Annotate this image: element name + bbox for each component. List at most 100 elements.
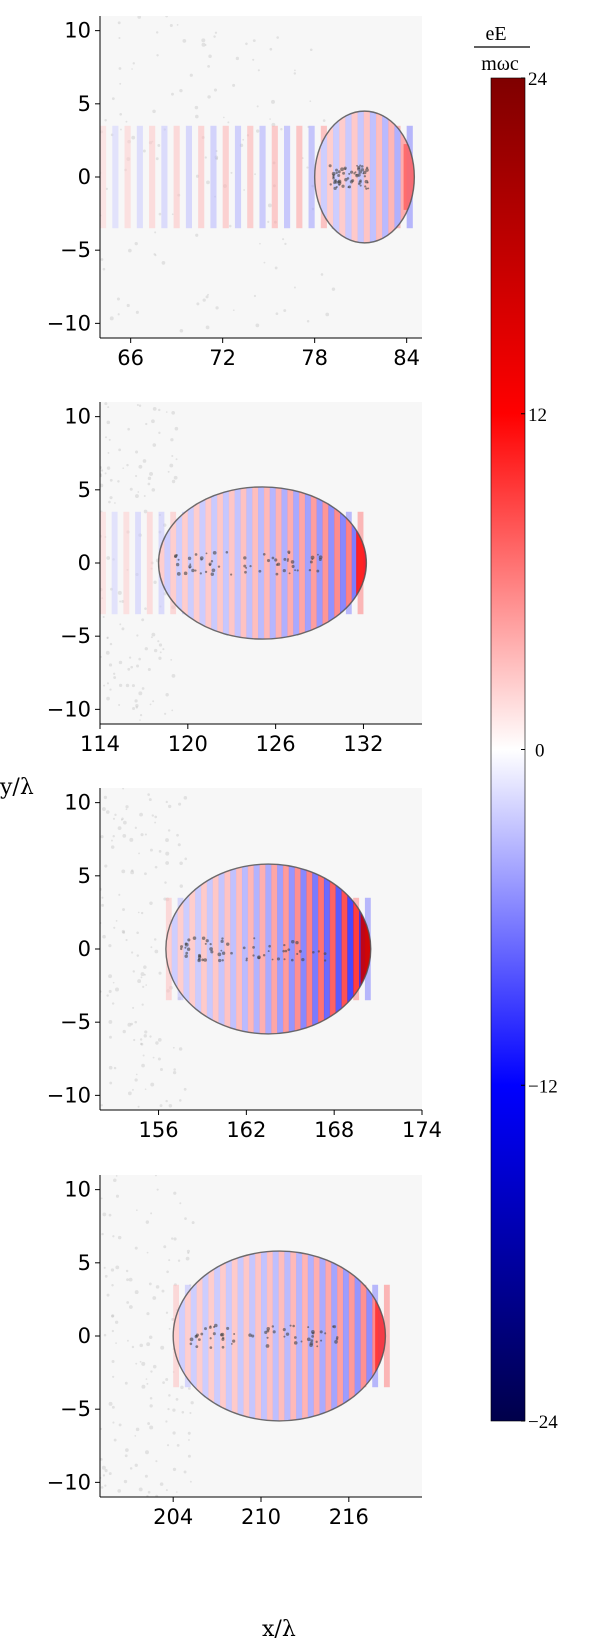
panel-2: 10 5 0 −5 −10 114 120 126 132 [47, 402, 422, 756]
noise-dot [176, 1444, 180, 1447]
noise-dot [170, 438, 174, 442]
noise-dot [146, 1312, 150, 1316]
noise-dot [100, 1197, 103, 1200]
field-stripe [269, 486, 276, 640]
noise-dot [114, 813, 117, 816]
noise-dot [119, 600, 122, 603]
noise-dot [106, 556, 111, 560]
noise-dot [165, 838, 169, 843]
noise-dot [136, 954, 140, 957]
noise-dot [125, 938, 128, 942]
beam-particle [189, 1337, 194, 1342]
noise-dot [156, 1188, 159, 1191]
noise-dot [189, 73, 193, 77]
beam-particle [356, 164, 358, 167]
noise-dot [102, 934, 106, 939]
noise-dot [179, 1202, 182, 1205]
noise-dot [162, 648, 165, 651]
noise-dot [167, 470, 170, 473]
field-stripe [278, 1251, 285, 1421]
beam-particle [209, 943, 212, 946]
beam-particle [328, 164, 332, 168]
beam-particle [197, 1338, 201, 1342]
beam-particle [324, 1332, 327, 1335]
noise-dot [165, 16, 168, 18]
noise-dot [172, 1046, 175, 1049]
noise-dot [158, 971, 162, 975]
noise-dot [207, 65, 210, 68]
field-stripe [231, 1251, 238, 1421]
noise-dot [171, 673, 176, 678]
field-stripe [306, 864, 313, 1034]
noise-dot [163, 897, 167, 901]
noise-dot [118, 704, 121, 707]
noise-dot [144, 647, 148, 651]
noise-dot [155, 31, 159, 34]
noise-dot [259, 242, 261, 245]
noise-dot [104, 402, 108, 406]
noise-dot [207, 95, 211, 99]
noise-dot [214, 31, 218, 34]
field-stripe [211, 486, 218, 640]
noise-dot [108, 1213, 112, 1217]
field-stripe [319, 1251, 326, 1421]
beam-particle [344, 178, 348, 182]
noise-dot [169, 463, 174, 468]
noise-dot [271, 122, 276, 127]
beam-particle [187, 938, 191, 942]
noise-dot [252, 39, 256, 43]
noise-dot [140, 976, 143, 979]
noise-dot [132, 62, 135, 65]
noise-dot [171, 411, 175, 415]
colorbar-label-numerator: eE [485, 23, 506, 45]
beam-particle [359, 164, 362, 167]
noise-dot [104, 1469, 108, 1473]
field-stripe [282, 864, 290, 1034]
noise-dot [142, 149, 146, 153]
field-stripe [328, 486, 335, 640]
noise-dot [113, 926, 116, 929]
noise-dot [213, 35, 216, 38]
noise-dot [132, 970, 135, 973]
noise-dot [118, 36, 121, 40]
field-stripe [284, 1251, 291, 1421]
noise-dot [107, 406, 110, 409]
beam-particle [233, 1333, 236, 1335]
noise-dot [140, 911, 144, 915]
field-stripe [318, 864, 325, 1034]
field-stripe [294, 864, 301, 1034]
noise-dot [141, 1063, 145, 1068]
noise-dot [276, 36, 279, 39]
noise-dot [306, 166, 309, 169]
beam-particle [336, 1336, 339, 1339]
beam-particle [177, 558, 180, 561]
noise-dot [125, 808, 128, 811]
y-tick-label: 0 [78, 937, 91, 961]
noise-dot [196, 302, 200, 306]
noise-dot [144, 607, 147, 610]
noise-dot [115, 1342, 117, 1344]
noise-dot [158, 212, 162, 216]
beam-particle [283, 557, 287, 561]
x-tick-label: 78 [301, 346, 328, 370]
wave-stripe [383, 1284, 390, 1388]
field-stripe [341, 864, 348, 1034]
beam-particle [242, 946, 246, 950]
noise-dot [274, 266, 278, 270]
noise-dot [157, 1057, 161, 1061]
beam-particle [311, 1331, 315, 1335]
wave-stripe [112, 125, 119, 229]
noise-dot [108, 500, 111, 504]
noise-dot [243, 189, 246, 191]
wave-stripe [100, 125, 107, 229]
noise-dot [134, 1020, 138, 1024]
beam-particle [292, 1324, 295, 1328]
beam-particle [300, 1340, 303, 1343]
beam-particle [258, 569, 262, 573]
noise-dot [189, 1480, 192, 1483]
field-stripe [230, 864, 237, 1034]
noise-dot [143, 973, 146, 976]
noise-dot [112, 1421, 115, 1424]
beam-particle [210, 950, 214, 954]
noise-dot [139, 1042, 143, 1046]
